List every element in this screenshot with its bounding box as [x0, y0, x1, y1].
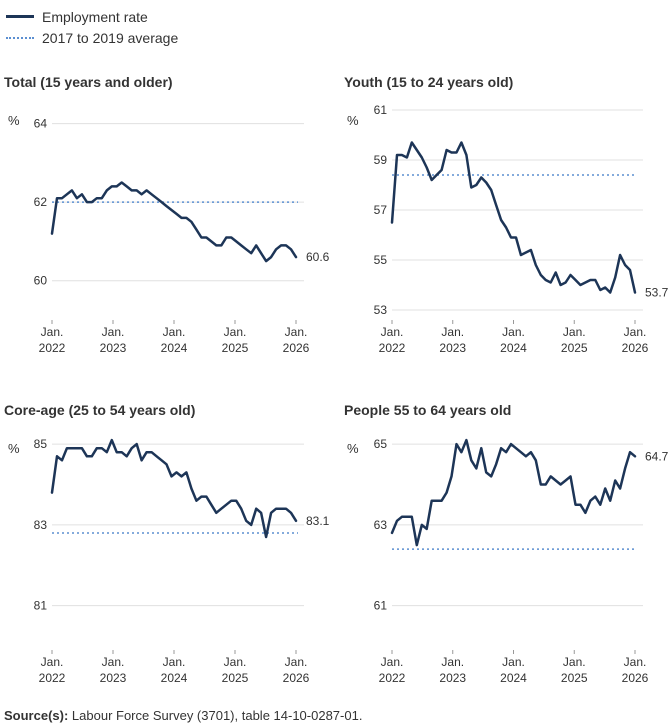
y-tick-label: 81: [34, 599, 48, 613]
x-tick-year: 2023: [100, 671, 127, 685]
x-tick-month: Jan.: [41, 655, 64, 669]
x-tick-year: 2023: [439, 671, 466, 685]
x-tick-month: Jan.: [41, 325, 64, 339]
x-tick-year: 2022: [379, 671, 406, 685]
y-tick-label: 65: [374, 437, 388, 451]
employment-rate-line: [390, 438, 637, 547]
chart-panel-1: Total (15 years and older)% 60 62 64 Jan. 202…: [4, 74, 330, 355]
x-tick-month: Jan.: [502, 325, 525, 339]
x-tick-month: Jan.: [163, 325, 186, 339]
legend-label: 2017 to 2019 average: [42, 29, 179, 46]
chart-panel-4: People 55 to 64 years old% 61 63 65 Jan. 2022…: [344, 402, 669, 685]
x-tick-month: Jan.: [102, 325, 125, 339]
y-unit-label: %: [8, 441, 20, 456]
x-tick-month: Jan.: [563, 655, 586, 669]
source-footnote: Source(s): Labour Force Survey (3701), t…: [4, 708, 362, 723]
y-tick-label: 85: [34, 437, 48, 451]
x-tick-month: Jan.: [224, 655, 247, 669]
source-text: Labour Force Survey (3701), table 14-10-…: [71, 708, 363, 723]
x-tick-month: Jan.: [624, 325, 647, 339]
y-tick-label: 61: [374, 103, 388, 117]
x-tick-year: 2022: [39, 341, 66, 355]
y-tick-label: 55: [374, 253, 388, 267]
employment-rate-line: [50, 438, 298, 539]
x-tick-month: Jan.: [502, 655, 525, 669]
x-tick-year: 2025: [222, 671, 249, 685]
x-tick-year: 2025: [561, 671, 588, 685]
x-tick-year: 2024: [161, 671, 188, 685]
x-tick-month: Jan.: [285, 655, 308, 669]
x-tick-year: 2024: [500, 671, 527, 685]
end-value-label: 53.7: [645, 286, 669, 300]
chart-title: Core-age (25 to 54 years old): [4, 402, 195, 418]
x-tick-month: Jan.: [441, 325, 464, 339]
x-tick-month: Jan.: [563, 325, 586, 339]
solid-line-swatch: [6, 15, 34, 18]
y-tick-label: 63: [374, 518, 388, 532]
end-value-label: 60.6: [306, 250, 330, 264]
employment-rate-line: [390, 141, 637, 294]
y-unit-label: %: [347, 113, 359, 128]
x-tick-month: Jan.: [624, 655, 647, 669]
x-tick-year: 2022: [379, 341, 406, 355]
x-tick-month: Jan.: [224, 325, 247, 339]
legend-label: Employment rate: [42, 8, 148, 25]
y-tick-label: 61: [374, 599, 388, 613]
x-tick-year: 2024: [500, 341, 527, 355]
legend-item-average: 2017 to 2019 average: [6, 27, 178, 48]
legend: Employment rate 2017 to 2019 average: [6, 6, 178, 48]
chart-panel-3: Core-age (25 to 54 years old)% 81 83 85 Jan.…: [4, 402, 330, 685]
chart-panel-2: Youth (15 to 24 years old)% 53 55 57 59 61 Jan…: [344, 74, 669, 355]
legend-item-employment-rate: Employment rate: [6, 6, 178, 27]
y-tick-label: 59: [374, 153, 388, 167]
chart-title: Youth (15 to 24 years old): [344, 74, 513, 90]
employment-rate-line: [50, 181, 298, 263]
x-tick-month: Jan.: [381, 325, 404, 339]
y-unit-label: %: [8, 113, 20, 128]
y-tick-label: 57: [374, 203, 388, 217]
x-tick-month: Jan.: [381, 655, 404, 669]
x-tick-year: 2026: [622, 671, 649, 685]
x-tick-month: Jan.: [285, 325, 308, 339]
x-tick-month: Jan.: [102, 655, 125, 669]
x-tick-year: 2026: [283, 341, 310, 355]
x-tick-year: 2023: [439, 341, 466, 355]
source-label: Source(s):: [4, 708, 69, 723]
y-tick-label: 83: [34, 518, 48, 532]
x-tick-year: 2026: [622, 341, 649, 355]
x-tick-year: 2026: [283, 671, 310, 685]
y-tick-label: 60: [34, 274, 48, 288]
end-value-label: 64.7: [645, 449, 669, 463]
y-tick-label: 53: [374, 303, 388, 317]
x-tick-year: 2025: [561, 341, 588, 355]
x-tick-year: 2024: [161, 341, 188, 355]
x-tick-year: 2023: [100, 341, 127, 355]
x-tick-year: 2022: [39, 671, 66, 685]
x-tick-month: Jan.: [163, 655, 186, 669]
x-tick-month: Jan.: [441, 655, 464, 669]
x-tick-year: 2025: [222, 341, 249, 355]
chart-title: People 55 to 64 years old: [344, 402, 511, 418]
charts-container: Total (15 years and older)% 60 62 64 Jan. 202…: [4, 74, 669, 685]
y-tick-label: 64: [34, 117, 48, 131]
dotted-line-swatch: [6, 36, 34, 39]
chart-title: Total (15 years and older): [4, 74, 173, 90]
y-unit-label: %: [347, 441, 359, 456]
y-tick-label: 62: [34, 195, 48, 209]
end-value-label: 83.1: [306, 514, 330, 528]
